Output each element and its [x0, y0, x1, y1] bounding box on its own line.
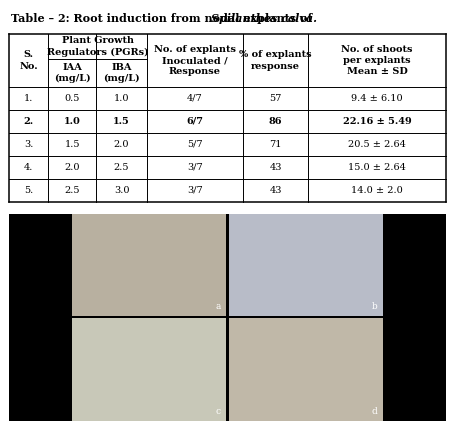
- Text: 15.0 ± 2.64: 15.0 ± 2.64: [348, 163, 406, 172]
- Text: 3/7: 3/7: [187, 186, 202, 195]
- Text: 57: 57: [269, 94, 282, 103]
- Text: 4.: 4.: [24, 163, 34, 172]
- Text: b: b: [372, 302, 377, 311]
- Text: 1.0: 1.0: [114, 94, 129, 103]
- Text: S.
No.: S. No.: [20, 51, 38, 71]
- Text: 2.5: 2.5: [114, 163, 129, 172]
- Bar: [72, 318, 226, 421]
- Text: 4/7: 4/7: [187, 94, 202, 103]
- Text: 1.5: 1.5: [113, 117, 130, 126]
- Text: 2.0: 2.0: [114, 140, 129, 149]
- Text: No. of explants
Inoculated /
Response: No. of explants Inoculated / Response: [154, 45, 236, 76]
- Text: 3/7: 3/7: [187, 163, 202, 172]
- Text: 6/7: 6/7: [186, 117, 203, 126]
- Text: 43: 43: [269, 186, 282, 195]
- Text: 43: 43: [269, 163, 282, 172]
- Bar: [72, 214, 226, 317]
- Text: 1.5: 1.5: [65, 140, 80, 149]
- Bar: [229, 318, 383, 421]
- Text: 3.0: 3.0: [114, 186, 129, 195]
- Text: No. of shoots
per explants
Mean ± SD: No. of shoots per explants Mean ± SD: [341, 45, 413, 76]
- Text: 2.: 2.: [24, 117, 34, 126]
- Text: Spilanthes calva.: Spilanthes calva.: [211, 14, 317, 24]
- Text: 22.16 ± 5.49: 22.16 ± 5.49: [343, 117, 411, 126]
- Text: c: c: [215, 407, 221, 416]
- Text: 2.0: 2.0: [65, 163, 80, 172]
- Text: 5/7: 5/7: [187, 140, 202, 149]
- Text: a: a: [215, 302, 221, 311]
- Text: IBA
(mg/L): IBA (mg/L): [103, 63, 140, 83]
- Text: Plant Growth
Regulators (PGRs): Plant Growth Regulators (PGRs): [47, 37, 148, 57]
- Text: 0.5: 0.5: [65, 94, 80, 103]
- Bar: [229, 214, 383, 317]
- Text: 1.0: 1.0: [64, 117, 81, 126]
- Text: 14.0 ± 2.0: 14.0 ± 2.0: [351, 186, 403, 195]
- Text: 3.: 3.: [24, 140, 34, 149]
- Text: 86: 86: [269, 117, 282, 126]
- Text: d: d: [372, 407, 377, 416]
- Text: 5.: 5.: [24, 186, 33, 195]
- Text: 20.5 ± 2.64: 20.5 ± 2.64: [348, 140, 406, 149]
- Text: 9.4 ± 6.10: 9.4 ± 6.10: [351, 94, 403, 103]
- Text: 1.: 1.: [24, 94, 34, 103]
- Text: 71: 71: [269, 140, 282, 149]
- Text: Table – 2: Root induction from nodal explants of: Table – 2: Root induction from nodal exp…: [11, 14, 316, 24]
- Text: 2.5: 2.5: [65, 186, 80, 195]
- Text: IAA
(mg/L): IAA (mg/L): [54, 63, 91, 83]
- Text: % of explants
response: % of explants response: [239, 51, 312, 71]
